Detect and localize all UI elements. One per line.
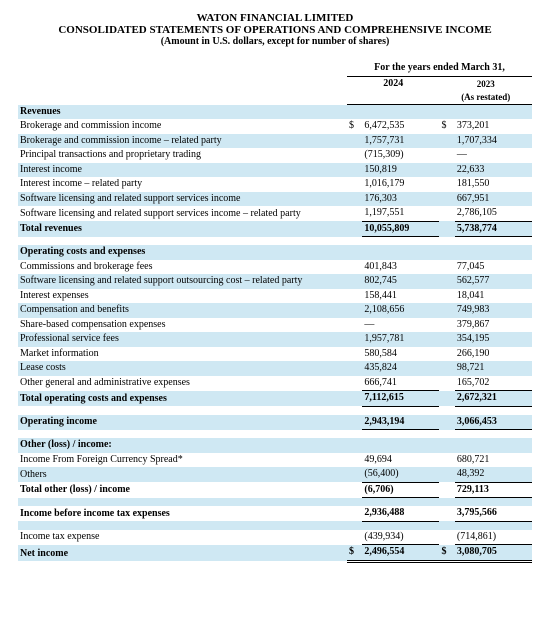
cell-value: 580,584 [362,347,439,362]
cell-value: (56,400) [362,467,439,482]
row-label: Software licensing and related support s… [18,206,347,221]
cell-value: 266,190 [455,347,532,362]
statement-header: WATON FINANCIAL LIMITED CONSOLIDATED STA… [18,12,532,47]
row-label: Income From Foreign Currency Spread* [18,453,347,468]
row-label: Brokerage and commission income [18,119,347,134]
row-total-opex: Total operating costs and expenses [18,391,347,407]
financial-table: For the years ended March 31, 2024 2023 … [18,61,532,563]
cell-value: — [362,318,439,333]
cell-value: 98,721 [455,361,532,376]
cell-value: 22,633 [455,163,532,178]
row-label: Interest income – related party [18,177,347,192]
period-header: For the years ended March 31, [347,61,532,76]
row-total-other: Total other (loss) / income [18,482,347,498]
cell-value: 1,016,179 [362,177,439,192]
row-label: Share-based compensation expenses [18,318,347,333]
cell-value: 562,577 [455,274,532,289]
cell-value: 3,080,705 [455,545,532,562]
cell-value: 5,738,774 [455,221,532,237]
cell-value: 150,819 [362,163,439,178]
row-label: Brokerage and commission income – relate… [18,134,347,149]
cell-value: 48,392 [455,467,532,482]
cell-value: 176,303 [362,192,439,207]
cell-value: 3,795,566 [455,506,532,521]
cell-value: 165,702 [455,376,532,391]
row-label: Lease costs [18,361,347,376]
statement-subtitle: (Amount in U.S. dollars, except for numb… [18,36,532,47]
row-label: Commissions and brokerage fees [18,260,347,275]
section-opex: Operating costs and expenses [18,245,347,260]
cell-value: 680,721 [455,453,532,468]
cell-value: 77,045 [455,260,532,275]
row-operating-income: Operating income [18,415,347,430]
cell-value: 2,786,105 [455,206,532,221]
year-2024-line [347,91,440,105]
cell-value: 2,943,194 [362,415,439,430]
cell-value: 435,824 [362,361,439,376]
row-total-revenues: Total revenues [18,221,347,237]
row-net-income: Net income [18,545,347,562]
row-label: Market information [18,347,347,362]
cell-value: — [455,148,532,163]
year-header-row: 2024 2023 [18,76,532,91]
section-revenues: Revenues [18,105,347,120]
row-label: Income tax expense [18,530,347,545]
cell-value: 379,867 [455,318,532,333]
cell-value: 1,757,731 [362,134,439,149]
cell-value: 354,195 [455,332,532,347]
row-label: Software licensing and related support s… [18,192,347,207]
cell-value: 2,108,656 [362,303,439,318]
cell-value: 3,066,453 [455,415,532,430]
restated-row: (As restated) [18,91,532,105]
row-label: Compensation and benefits [18,303,347,318]
year-2024: 2024 [347,76,440,91]
cell-value: 2,936,488 [362,506,439,521]
row-pretax: Income before income tax expenses [18,506,347,521]
cell-value: 6,472,535 [362,119,439,134]
row-label: Others [18,467,347,482]
cell-value: 1,707,334 [455,134,532,149]
cell-value: 18,041 [455,289,532,304]
cell-value: 666,741 [362,376,439,391]
cell-value: 401,843 [362,260,439,275]
cell-value: 49,694 [362,453,439,468]
company-name: WATON FINANCIAL LIMITED [18,12,532,24]
row-label: Professional service fees [18,332,347,347]
cell-value: 158,441 [362,289,439,304]
cell-value: 2,496,554 [362,545,439,562]
cell-value: 1,957,781 [362,332,439,347]
cell-value: 749,983 [455,303,532,318]
cell-value: 729,113 [455,482,532,498]
row-label: Software licensing and related support o… [18,274,347,289]
cell-value: (715,309) [362,148,439,163]
cell-value: 181,550 [455,177,532,192]
period-header-row: For the years ended March 31, [18,61,532,76]
row-label: Other general and administrative expense… [18,376,347,391]
row-label: Interest expenses [18,289,347,304]
cell-value: 7,112,615 [362,391,439,407]
year-2023: 2023 [439,76,532,91]
cell-value: (714,861) [455,530,532,545]
cell-value: (439,934) [362,530,439,545]
restated-label: (As restated) [439,91,532,105]
cell-value: 1,197,551 [362,206,439,221]
cell-value: 2,672,321 [455,391,532,407]
cell-value: 10,055,809 [362,221,439,237]
section-other: Other (loss) / income: [18,438,347,453]
row-label: Interest income [18,163,347,178]
cell-value: 667,951 [455,192,532,207]
cell-value: 373,201 [455,119,532,134]
cell-value: (6,706) [362,482,439,498]
statement-title: CONSOLIDATED STATEMENTS OF OPERATIONS AN… [18,24,532,36]
cell-value: 802,745 [362,274,439,289]
row-label: Principal transactions and proprietary t… [18,148,347,163]
